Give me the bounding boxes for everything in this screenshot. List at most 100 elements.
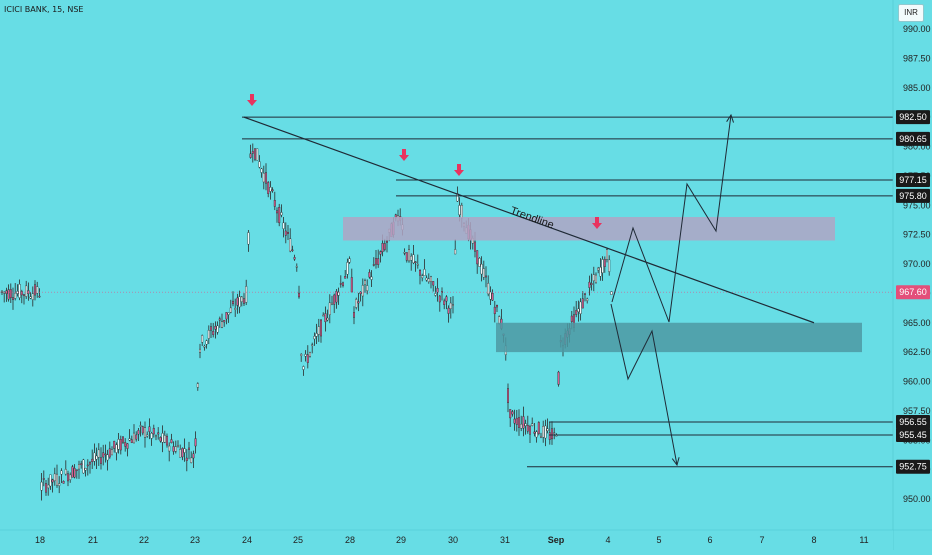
candle-body: [82, 459, 85, 474]
candle-body: [531, 423, 534, 426]
candle-body: [379, 251, 382, 255]
candle-body: [170, 439, 173, 444]
candle-body: [537, 422, 540, 434]
candle-body: [496, 305, 499, 308]
candle-body: [542, 426, 545, 438]
candle-body: [108, 448, 111, 458]
candle-body: [34, 284, 37, 296]
candle-body: [190, 457, 193, 463]
candle-body: [452, 304, 455, 306]
time-axis[interactable]: 18 21 22 23 24 25 28 29 30 31 Sep 4 5 6 7 8 11: [0, 529, 932, 550]
candle-body: [419, 270, 422, 276]
resistance-zone: [343, 217, 835, 241]
candle-body: [322, 314, 325, 317]
candle-body: [154, 435, 157, 438]
price-tick-label: 957.50: [903, 406, 931, 416]
candle-body: [449, 302, 452, 309]
bullish-projection-arrowhead: [726, 113, 735, 123]
candle-body: [176, 445, 179, 447]
currency-button[interactable]: INR: [898, 4, 924, 22]
time-tick-label: 28: [345, 535, 355, 545]
candle-body: [434, 293, 437, 296]
candle-body: [150, 433, 153, 439]
candle-body: [364, 280, 367, 285]
candle-body: [315, 333, 318, 337]
current-price-tag: [896, 285, 930, 300]
candle-body: [476, 250, 479, 265]
candle-body: [553, 432, 556, 435]
candle-body: [595, 274, 598, 283]
level-price-label: 952.75: [899, 462, 927, 472]
candle-body: [196, 383, 199, 388]
candle-body: [31, 293, 34, 300]
candle-body: [353, 312, 356, 318]
candle-body: [218, 318, 221, 321]
candle-body: [192, 453, 195, 459]
candle-body: [126, 443, 129, 449]
candle-body: [551, 428, 554, 440]
candle-body: [60, 470, 63, 475]
price-axis[interactable]: 950.00952.50955.00957.50960.00962.50965.…: [892, 0, 932, 550]
candle-body: [416, 264, 419, 266]
candle-body: [148, 426, 151, 432]
candle-body: [289, 238, 292, 252]
price-tick-label: 980.00: [903, 142, 931, 152]
candle-body: [201, 335, 204, 343]
candle-body: [86, 464, 89, 467]
candle-body: [88, 462, 91, 465]
trendline: [243, 116, 815, 324]
time-tick-label: 18: [35, 535, 45, 545]
candle-body: [432, 281, 435, 286]
time-tick-label: 4: [605, 535, 610, 545]
candle-body: [478, 258, 481, 267]
candle-body: [104, 453, 107, 456]
candle-body: [146, 434, 149, 437]
candle-body: [298, 292, 301, 298]
candle-body: [251, 151, 254, 154]
level-price-label: 956.55: [899, 417, 927, 427]
candle-body: [377, 258, 380, 265]
candle-body: [3, 291, 6, 294]
price-tick-label: 985.00: [903, 83, 931, 93]
time-tick-label: 25: [293, 535, 303, 545]
down-arrow-icon: [592, 217, 602, 229]
level-price-tag: [896, 427, 930, 442]
candle-body: [570, 315, 573, 322]
time-tick-label: 6: [707, 535, 712, 545]
candle-body: [412, 254, 415, 264]
candle-body: [161, 433, 164, 443]
candle-body: [515, 417, 518, 425]
candle-body: [269, 187, 272, 192]
candle-body: [38, 295, 41, 298]
candle-body: [544, 425, 547, 439]
candle-body: [421, 275, 424, 279]
candle-body: [522, 416, 525, 429]
time-tick-label: 8: [811, 535, 816, 545]
level-price-label: 955.45: [899, 430, 927, 440]
time-tick-label: 22: [139, 535, 149, 545]
price-tick-label: 975.00: [903, 200, 931, 210]
candle-body: [73, 468, 76, 478]
price-tick-label: 960.00: [903, 377, 931, 387]
candle-body: [526, 425, 529, 432]
candle-body: [577, 308, 580, 313]
candle-body: [102, 452, 105, 458]
candle-body: [317, 326, 320, 335]
candle-body: [546, 428, 549, 431]
candle-body: [267, 182, 270, 194]
candle-body: [216, 325, 219, 333]
candle-body: [45, 483, 48, 493]
candle-body: [115, 444, 118, 453]
candle-body: [489, 291, 492, 300]
candle-body: [157, 432, 160, 435]
price-tick-label: 970.00: [903, 259, 931, 269]
candle-body: [300, 353, 303, 356]
price-tick-label: 965.00: [903, 318, 931, 328]
candle-body: [423, 269, 426, 276]
candle-body: [445, 296, 448, 302]
candle-body: [137, 430, 140, 435]
candle-body: [9, 289, 12, 299]
candle-body: [121, 436, 124, 443]
